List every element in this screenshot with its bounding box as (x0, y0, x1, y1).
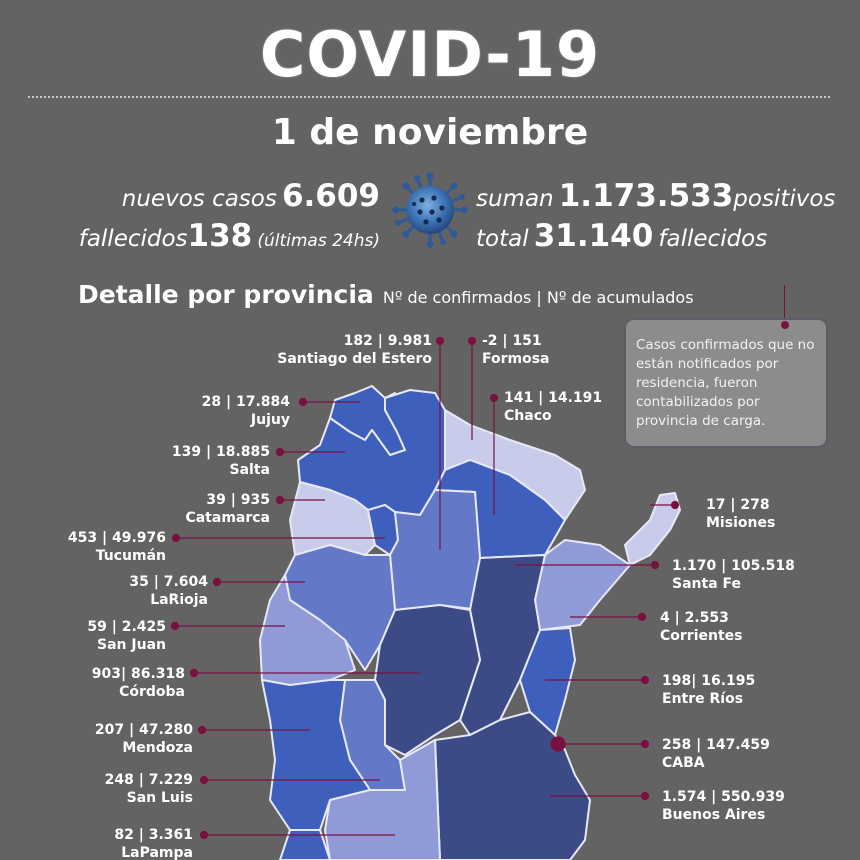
label-san-juan: 59 | 2.425 San Juan (87, 619, 166, 653)
province-misiones (624, 492, 681, 566)
note-marker (781, 321, 789, 329)
total-deaths-prefix: total (476, 226, 529, 252)
label-tucuman: 453 | 49.976 Tucumán (67, 530, 166, 564)
label-corrientes: 4 | 2.553 Corrientes (660, 610, 743, 644)
section-heading: Detalle por provincia Nº de confirmados … (78, 280, 694, 309)
label-entre-rios: 198| 16.195 Entre Ríos (662, 673, 756, 707)
section-title: Detalle por provincia (78, 280, 374, 309)
province-buenos-aires (434, 711, 591, 860)
total-deaths-stat: total 31.140 fallecidos (476, 218, 767, 254)
label-mendoza: 207 | 47.280 Mendoza (94, 722, 193, 756)
deaths-note: (últimas 24hs) (257, 231, 380, 251)
report-date: 1 de noviembre (271, 112, 589, 153)
label-la-pampa: 82 | 3.361 LaPampa (114, 827, 193, 860)
label-caba: 258 | 147.459 CABA (662, 737, 770, 771)
province-la-pampa (324, 739, 441, 860)
label-la-rioja: 35 | 7.604 LaRioja (129, 574, 208, 608)
deaths-stat: fallecidos138 (últimas 24hs) (79, 218, 380, 254)
label-santiago: 182 | 9.981 Santiago del Estero (277, 333, 432, 367)
deaths-label: fallecidos (78, 226, 188, 252)
new-cases-value: 6.609 (281, 178, 380, 214)
total-positive-value: 1.173.533 (558, 178, 734, 214)
new-cases-stat: nuevos casos 6.609 (122, 178, 380, 214)
label-chaco: 141 | 14.191 Chaco (504, 390, 603, 424)
label-misiones: 17 | 278 Misiones (706, 497, 776, 531)
province-neuquen (279, 829, 331, 860)
section-subtitle: Nº de confirmados | Nº de acumulados (382, 288, 694, 307)
province-entre-rios (519, 627, 576, 736)
total-positive-suffix: positivos (733, 186, 836, 212)
label-catamarca: 39 | 935 Catamarca (185, 492, 270, 526)
label-jujuy: 28 | 17.884 Jujuy (201, 394, 290, 428)
new-cases-label: nuevos casos (121, 186, 277, 212)
label-salta: 139 | 18.885 Salta (171, 444, 270, 478)
virus-icon (392, 172, 468, 248)
total-positive-prefix: suman (476, 186, 554, 212)
total-positive-stat: suman 1.173.533positivos (476, 178, 835, 214)
deaths-value: 138 (187, 218, 253, 254)
total-deaths-value: 31.140 (533, 218, 654, 254)
total-deaths-suffix: fallecidos (658, 226, 768, 252)
note-leader-line (784, 285, 785, 323)
label-formosa: -2 | 151 Formosa (482, 333, 550, 367)
province-cordoba (374, 604, 481, 756)
label-cordoba: 903| 86.318 Córdoba (91, 666, 185, 700)
label-santa-fe: 1.170 | 105.518 Santa Fe (672, 558, 795, 592)
label-san-luis: 248 | 7.229 San Luis (104, 772, 193, 806)
note-box: Casos confirmados que no están notificad… (624, 318, 828, 448)
label-buenos-aires: 1.574 | 550.939 Buenos Aires (662, 789, 785, 823)
dotted-divider (28, 96, 830, 98)
page-title: COVID-19 (259, 18, 601, 91)
